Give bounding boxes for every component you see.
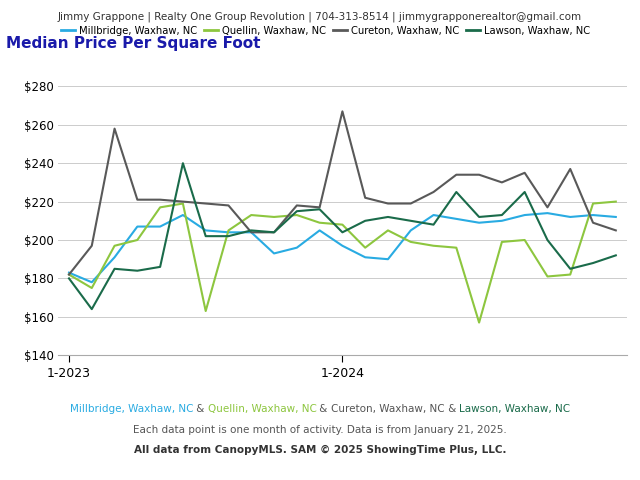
Text: Each data point is one month of activity. Data is from January 21, 2025.: Each data point is one month of activity… <box>133 425 507 434</box>
Text: &: & <box>445 404 460 414</box>
Legend: Millbridge, Waxhaw, NC, Quellin, Waxhaw, NC, Cureton, Waxhaw, NC, Lawson, Waxhaw: Millbridge, Waxhaw, NC, Quellin, Waxhaw,… <box>57 22 595 40</box>
Text: Median Price Per Square Foot: Median Price Per Square Foot <box>6 36 261 51</box>
Text: Lawson, Waxhaw, NC: Lawson, Waxhaw, NC <box>460 404 570 414</box>
Text: &: & <box>193 404 207 414</box>
Text: Quellin, Waxhaw, NC: Quellin, Waxhaw, NC <box>207 404 317 414</box>
Text: Jimmy Grappone | Realty One Group Revolution | 704-313-8514 | jimmygrapponerealt: Jimmy Grappone | Realty One Group Revolu… <box>58 11 582 22</box>
Text: Cureton, Waxhaw, NC: Cureton, Waxhaw, NC <box>331 404 445 414</box>
Text: Millbridge, Waxhaw, NC: Millbridge, Waxhaw, NC <box>70 404 193 414</box>
Text: &: & <box>317 404 331 414</box>
Text: All data from CanopyMLS. SAM © 2025 ShowingTime Plus, LLC.: All data from CanopyMLS. SAM © 2025 Show… <box>134 445 506 455</box>
